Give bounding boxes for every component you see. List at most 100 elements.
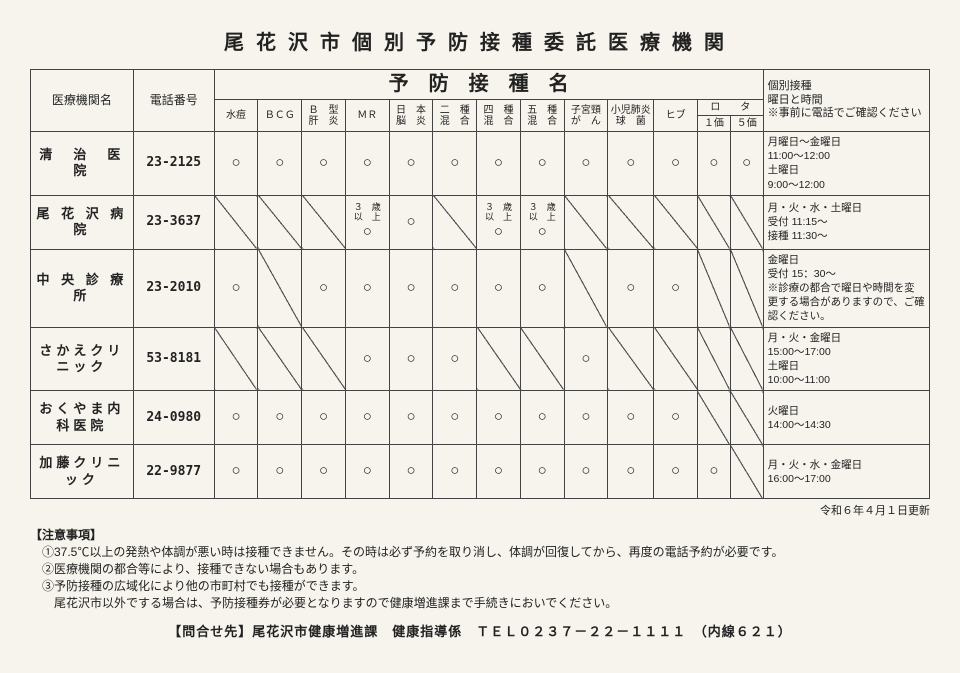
contact-line: 【問合せ先】尾花沢市健康増進課 健康指導係 ＴＥＬ０２３７－２２－１１１１ （内…	[30, 621, 930, 640]
col-institution: 医療機関名	[31, 70, 134, 132]
vaccine-cell	[608, 195, 654, 249]
notes-section: 【注意事項】 ①37.5℃以上の発熱や体調が悪い時は接種できません。その時は必ず…	[30, 526, 930, 611]
vaccine-cell	[697, 327, 730, 391]
col-vaccine-3: ＭＲ	[345, 100, 389, 132]
telephone-number: 53-8181	[133, 327, 214, 391]
vaccine-cell: ○	[520, 391, 564, 445]
telephone-number: 23-2125	[133, 132, 214, 196]
vaccine-cell: ○	[302, 249, 346, 327]
col-vaccine-7: 五 種混 合	[520, 100, 564, 132]
table-row: 清 治 医 院23-2125○○○○○○○○○○○○○月曜日〜金曜日11:00〜…	[31, 132, 930, 196]
schedule-cell: 月・火・水・金曜日16:00〜17:00	[763, 445, 929, 499]
vaccine-cell: ○	[214, 249, 258, 327]
vaccine-cell: ３ 歳以 上○	[345, 195, 389, 249]
col-vaccine-8: 子宮頸が ん	[564, 100, 608, 132]
col-rota-sub-0: １価	[697, 116, 730, 132]
table-row: 加藤クリニック22-9877○○○○○○○○○○○○月・火・水・金曜日16:00…	[31, 445, 930, 499]
institution-name: 尾 花 沢 病 院	[31, 195, 134, 249]
note-line: ③予防接種の広域化により他の市町村でも接種ができます。	[42, 577, 930, 594]
vaccine-cell	[654, 327, 698, 391]
col-vaccine-group: 予防接種名	[214, 70, 763, 100]
vaccine-cell: ○	[608, 391, 654, 445]
vaccine-cell: ○	[258, 445, 302, 499]
vaccine-cell	[697, 249, 730, 327]
vaccine-cell	[433, 195, 477, 249]
vaccine-cell	[302, 327, 346, 391]
vaccine-cell	[697, 195, 730, 249]
institution-name: 中 央 診 療 所	[31, 249, 134, 327]
vaccine-cell: ○	[520, 132, 564, 196]
vaccine-cell: ○	[564, 132, 608, 196]
vaccine-cell: ○	[477, 249, 521, 327]
vaccine-cell	[258, 327, 302, 391]
vaccine-cell: ○	[214, 445, 258, 499]
note-line: ①37.5℃以上の発熱や体調が悪い時は接種できません。その時は必ず予約を取り消し…	[42, 543, 930, 560]
vaccine-cell: ○	[345, 391, 389, 445]
vaccine-cell	[564, 249, 608, 327]
note-line: 尾花沢市以外でする場合は、予防接種券が必要となりますので健康増進課まで手続きにお…	[42, 594, 930, 611]
telephone-number: 24-0980	[133, 391, 214, 445]
vaccine-cell	[477, 327, 521, 391]
table-row: さかえクリニック53-8181○○○○月・火・金曜日15:00〜17:00土曜日…	[31, 327, 930, 391]
schedule-cell: 金曜日受付 15：30〜※診療の都合で曜日や時間を変更する場合がありますので、ご…	[763, 249, 929, 327]
vaccine-cell: ○	[564, 327, 608, 391]
vaccine-cell	[730, 391, 763, 445]
col-vaccine-4: 日 本脳 炎	[389, 100, 433, 132]
vaccine-cell	[608, 327, 654, 391]
col-vaccine-1: ＢＣＧ	[258, 100, 302, 132]
table-row: おくやま内科医院24-0980○○○○○○○○○○○火曜日14:00〜14:30	[31, 391, 930, 445]
vaccine-cell: ○	[654, 132, 698, 196]
notes-heading: 【注意事項】	[30, 526, 930, 543]
vaccine-cell	[730, 445, 763, 499]
vaccine-cell	[697, 391, 730, 445]
vaccine-cell: ○	[433, 132, 477, 196]
vaccine-cell: ○	[389, 327, 433, 391]
telephone-number: 22-9877	[133, 445, 214, 499]
update-date: 令和６年４月１日更新	[30, 502, 930, 518]
institution-name: 清 治 医 院	[31, 132, 134, 196]
vaccine-cell: ○	[654, 249, 698, 327]
vaccine-cell: ３ 歳以 上○	[520, 195, 564, 249]
vaccine-cell: ○	[345, 132, 389, 196]
vaccine-cell: ○	[389, 249, 433, 327]
col-vaccine-5: 二 種混 合	[433, 100, 477, 132]
vaccine-cell: ○	[433, 445, 477, 499]
vaccine-cell: ○	[345, 327, 389, 391]
vaccine-cell: ○	[520, 445, 564, 499]
schedule-cell: 火曜日14:00〜14:30	[763, 391, 929, 445]
vaccine-cell: ○	[654, 445, 698, 499]
vaccine-cell	[258, 249, 302, 327]
col-vaccine-10: ヒブ	[654, 100, 698, 132]
vaccine-cell: ○	[697, 132, 730, 196]
col-vaccine-9: 小児肺炎球 菌	[608, 100, 654, 132]
vaccine-cell: ○	[389, 195, 433, 249]
institution-name: さかえクリニック	[31, 327, 134, 391]
vaccine-cell: ○	[258, 391, 302, 445]
vaccine-cell: ○	[302, 445, 346, 499]
schedule-cell: 月・火・金曜日15:00〜17:00土曜日10:00〜11:00	[763, 327, 929, 391]
vaccine-cell: ○	[214, 391, 258, 445]
vaccine-cell: ○	[697, 445, 730, 499]
note-line: ②医療機関の都合等により、接種できない場合もあります。	[42, 560, 930, 577]
vaccine-cell: ○	[608, 445, 654, 499]
table-row: 尾 花 沢 病 院23-3637３ 歳以 上○○３ 歳以 上○３ 歳以 上○月・…	[31, 195, 930, 249]
vaccine-cell: ○	[433, 327, 477, 391]
vaccine-cell: ○	[258, 132, 302, 196]
vaccine-cell	[654, 195, 698, 249]
col-rota: ロ タ	[697, 100, 763, 116]
vaccine-cell	[302, 195, 346, 249]
schedule-cell: 月・火・水・土曜日受付 11:15〜接種 11:30〜	[763, 195, 929, 249]
vaccine-cell: ○	[730, 132, 763, 196]
col-schedule: 個別接種曜日と時間※事前に電話でご確認ください	[763, 70, 929, 132]
col-rota-sub-1: ５価	[730, 116, 763, 132]
vaccine-cell: ○	[433, 249, 477, 327]
vaccine-cell: ○	[389, 132, 433, 196]
vaccine-cell	[730, 249, 763, 327]
institution-name: 加藤クリニック	[31, 445, 134, 499]
vaccine-cell: ○	[345, 445, 389, 499]
vaccine-cell: ３ 歳以 上○	[477, 195, 521, 249]
institution-name: おくやま内科医院	[31, 391, 134, 445]
vaccine-cell: ○	[477, 445, 521, 499]
col-vaccine-0: 水痘	[214, 100, 258, 132]
vaccine-cell: ○	[477, 132, 521, 196]
